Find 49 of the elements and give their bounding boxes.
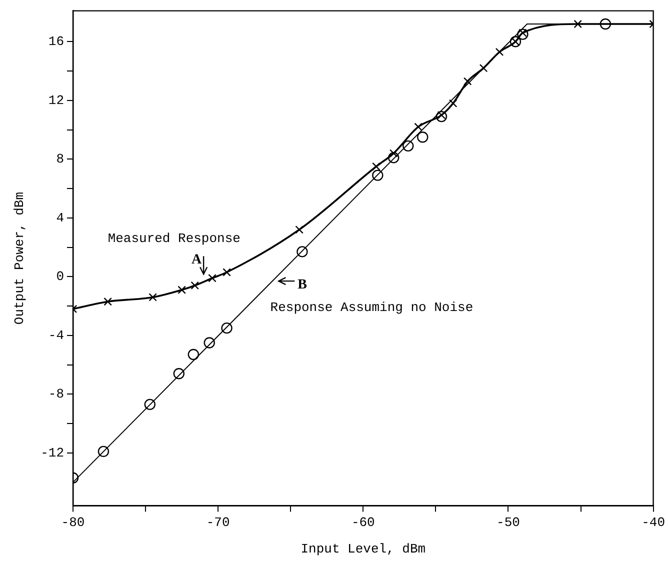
point xyxy=(479,64,488,72)
y-tick-label: 16 xyxy=(48,34,64,50)
point xyxy=(402,140,414,152)
point xyxy=(144,398,156,410)
point xyxy=(574,20,582,28)
point xyxy=(148,293,157,302)
point xyxy=(417,132,428,143)
point xyxy=(204,337,215,348)
point xyxy=(295,226,304,234)
point xyxy=(372,162,380,171)
x-tick-label: -50 xyxy=(496,515,520,530)
x-tick-label: -80 xyxy=(61,515,85,530)
y-tick-label: -8 xyxy=(48,386,64,402)
y-tick-label: -12 xyxy=(40,445,64,460)
y-tick-label: 12 xyxy=(48,92,64,108)
point xyxy=(222,268,231,276)
point xyxy=(221,322,232,334)
annotation: Response Assuming no Noise xyxy=(270,300,474,316)
point xyxy=(178,286,186,294)
y-tick-label: 8 xyxy=(56,152,64,167)
point xyxy=(517,28,528,40)
point xyxy=(98,446,110,458)
point xyxy=(173,368,185,380)
annotation: Measured Response xyxy=(108,230,240,246)
point xyxy=(600,18,612,30)
point xyxy=(190,281,199,290)
x-axis-title: Input Level, dBm xyxy=(300,542,426,557)
point xyxy=(495,48,504,56)
y-tick-label: -4 xyxy=(48,328,64,343)
point xyxy=(436,110,448,122)
point xyxy=(518,28,527,37)
point xyxy=(448,99,458,108)
point xyxy=(208,274,216,282)
point xyxy=(414,122,422,131)
y-tick-label: 0 xyxy=(56,269,64,284)
point xyxy=(437,110,446,120)
y-axis-title: Output Power, dBm xyxy=(12,192,28,325)
point xyxy=(188,348,200,360)
annotation: A xyxy=(191,252,202,268)
point xyxy=(388,152,400,164)
x-tick-label: -60 xyxy=(351,515,375,530)
point xyxy=(104,297,112,306)
point xyxy=(296,246,308,258)
point xyxy=(463,77,472,86)
x-tick-label: -70 xyxy=(206,515,230,530)
x-tick-label: -40 xyxy=(642,515,665,530)
y-tick-label: 4 xyxy=(56,210,64,226)
point xyxy=(372,170,384,181)
annotation: B xyxy=(298,278,307,293)
